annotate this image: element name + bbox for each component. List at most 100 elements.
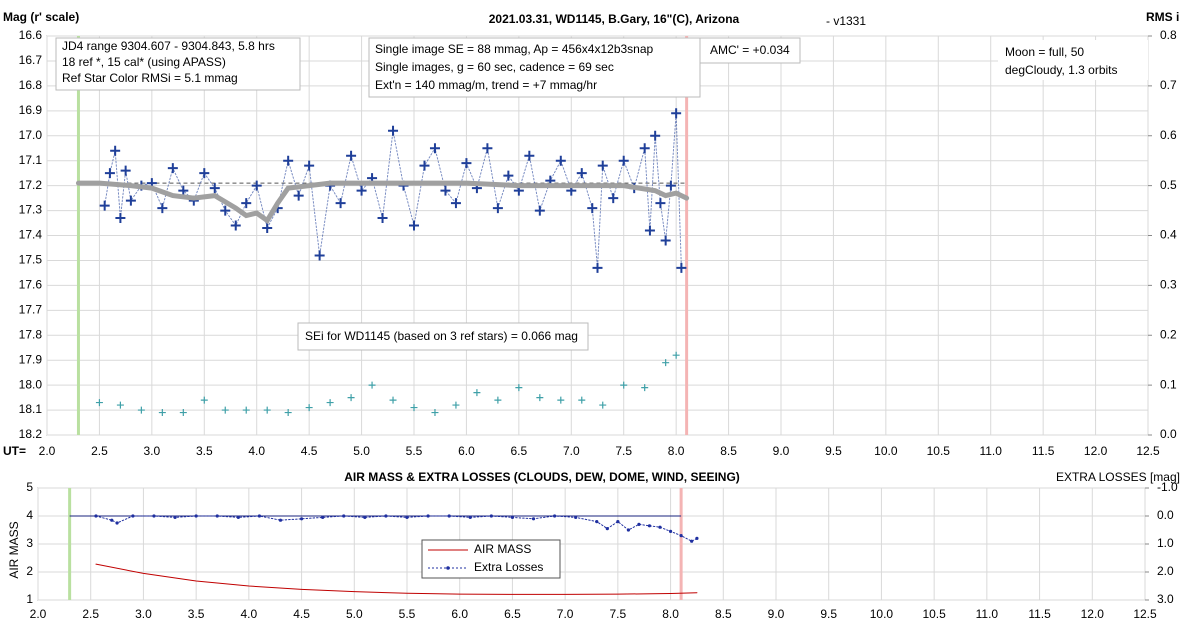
data-point [679,534,683,538]
x-tick-label: 5.5 [406,444,423,458]
data-point [368,381,376,389]
data-point [658,525,662,529]
data-point [494,396,502,404]
annotation-box [55,37,301,91]
x-tick-label: 4.5 [293,607,310,621]
annotation-box [998,40,1148,80]
data-point [461,158,472,169]
x-tick-label: 9.0 [768,607,785,621]
y-axis-label: Mag (r' scale) [3,10,79,24]
y-tick-label: 17.4 [19,228,43,242]
y-tick-label: 17.2 [19,178,43,192]
annotation-text: SEi for WD1145 (based on 3 ref stars) = … [305,329,578,343]
data-point [587,203,598,214]
y-tick-label: 5 [26,480,33,494]
data-point [241,198,252,209]
y2-tick-label: 0.0 [1157,508,1174,522]
y2-tick-label: 0.1 [1160,377,1177,391]
data-point [492,203,503,214]
data-point [644,225,655,236]
data-point [695,536,699,541]
y-tick-label: 4 [26,508,33,522]
data-point [152,514,156,518]
x-tick-label: 11.0 [979,444,1002,458]
y-tick-label: 18.0 [19,377,43,391]
x-tick-label: 10.5 [927,444,951,458]
annotation-text: Ref Star Color RMSi = 5.1 mmag [62,71,238,85]
y2-axis-label: RMS i [1146,10,1179,24]
data-point [595,520,599,524]
data-point [377,213,388,224]
x-tick-label: 4.0 [248,444,265,458]
data-point [671,108,682,119]
data-point [557,396,565,404]
data-point [536,394,544,402]
x-tick-label: 2.5 [91,444,108,458]
data-point [356,185,367,196]
data-point [599,401,607,409]
y-tick-label: 16.6 [19,28,43,42]
y-tick-label: 17.7 [19,302,43,316]
data-point [125,195,136,206]
y-tick-label: 1 [26,592,33,606]
data-point [660,235,671,246]
chart-title: 2021.03.31, WD1145, B.Gary, 16"(C), Ariz… [489,12,740,26]
legend-box [421,539,561,579]
annotation-text: AMC' = +0.034 [710,43,790,57]
y-axis-label: AIR MASS [7,521,21,578]
annotation-text: Moon = full, 50 [1005,45,1084,59]
y-tick-label: 17.6 [19,278,43,292]
x-tick-label: 3.0 [144,444,161,458]
data-point [116,401,124,409]
data-point [473,389,481,397]
data-point [299,517,304,521]
data-point [515,384,523,392]
data-point [194,514,198,518]
data-point [178,185,189,196]
y-tick-label: 18.1 [19,402,43,416]
data-point [104,168,115,179]
chart-subtitle: - v1331 [826,14,866,28]
data-point [503,170,514,181]
x-tick-label: 8.0 [668,444,685,458]
data-point [419,160,430,171]
x-tick-label: 2.5 [82,607,99,621]
y-tick-label: 17.5 [19,253,43,267]
data-point [647,524,652,528]
y-tick-label: 17.8 [19,327,43,341]
data-point [236,515,240,520]
annotation-text: 18 ref *, 15 cal* (using APASS) [62,55,226,69]
y2-tick-label: 0.8 [1160,28,1177,42]
legend-label: AIR MASS [474,542,531,556]
annotation-box [368,37,701,98]
data-point [94,514,98,518]
data-point [179,409,187,417]
data-point [99,200,110,211]
series-line [95,563,698,595]
y2-tick-label: 0.7 [1160,78,1177,92]
x-tick-label: 6.5 [504,607,521,621]
x-tick-label: 10.0 [874,444,898,458]
data-point [335,198,346,209]
x-tick-label: 10.5 [922,607,946,621]
data-point [242,406,250,414]
data-point [626,528,631,532]
data-point [220,205,231,216]
x-tick-label: 6.5 [511,444,528,458]
legend-marker [446,566,450,570]
data-point [616,520,620,524]
x-tick-label: 11.5 [1032,444,1055,458]
data-point [173,515,177,520]
x-tick-label: 10.0 [870,607,894,621]
data-point [665,180,676,191]
data-point [574,515,578,520]
data-point [304,160,315,171]
y2-tick-label: 3.0 [1157,592,1174,606]
data-point [410,404,418,412]
x-axis-label: UT= [3,444,26,458]
annotation-text: degCloudy, 1.3 orbits [1005,63,1118,77]
data-point [637,522,641,527]
x-tick-label: 12.0 [1081,607,1105,621]
data-point [578,396,586,404]
